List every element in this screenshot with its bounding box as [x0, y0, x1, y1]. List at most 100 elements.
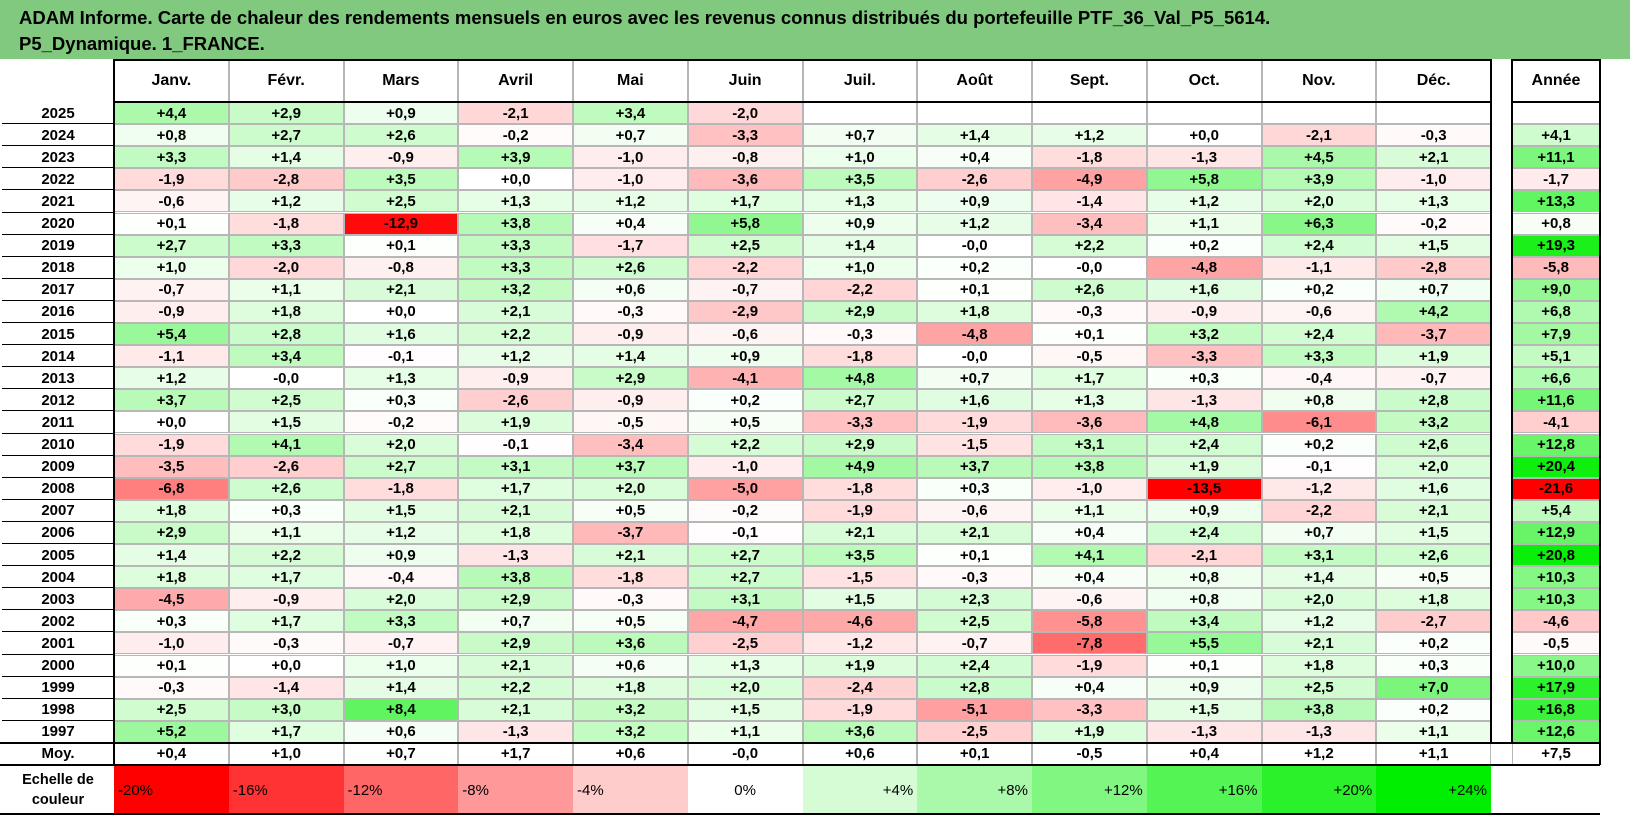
heatmap-cell: +2,7 [343, 455, 459, 478]
heatmap-cell [1376, 102, 1491, 125]
heatmap-cell: +0,5 [573, 610, 688, 633]
heatmap-cell: +1,7 [228, 566, 344, 589]
row-separator [2, 719, 114, 721]
row-separator [2, 697, 114, 699]
heatmap-cell: +0,1 [1032, 323, 1147, 346]
heatmap-cell: +4,5 [1261, 146, 1377, 169]
heatmap-cell: -1,9 [1032, 654, 1147, 677]
row-separator [2, 498, 114, 500]
heatmap-cell: +0,0 [228, 654, 344, 677]
heatmap-cell: +3,2 [573, 720, 688, 743]
heatmap-cell: +3,9 [1261, 168, 1377, 191]
heatmap-cell: -12,9 [343, 212, 459, 235]
heatmap-cell: -1,0 [573, 168, 688, 191]
heatmap-cell: +2,0 [343, 433, 459, 456]
heatmap-cell: +2,2 [687, 433, 803, 456]
heatmap-cell: +2,4 [1146, 521, 1262, 544]
legend-swatch: -16% [228, 765, 344, 815]
heatmap-cell: +2,7 [114, 234, 229, 257]
heatmap-cell: +1,4 [228, 146, 344, 169]
row-separator [2, 366, 114, 368]
heatmap-cell: -1,2 [802, 632, 918, 655]
annual-cell: +20,4 [1512, 455, 1600, 478]
heatmap-cell: +2,1 [573, 544, 688, 567]
heatmap-cell: +4,1 [228, 433, 344, 456]
heatmap-cell: +1,9 [1376, 345, 1491, 368]
heatmap-cell: +1,2 [917, 212, 1032, 235]
heatmap-cell: +2,4 [917, 654, 1032, 677]
heatmap-cell: +1,8 [917, 300, 1032, 323]
row-separator [2, 587, 114, 589]
average-top-line [0, 741, 1600, 744]
heatmap-cell: -3,4 [1032, 212, 1147, 235]
heatmap-cell: +1,8 [114, 499, 229, 522]
heatmap-cell: +2,1 [917, 521, 1032, 544]
heatmap-cell: +0,2 [1261, 433, 1377, 456]
heatmap-cell: +3,1 [458, 455, 573, 478]
heatmap-cell: +3,8 [458, 566, 573, 589]
report-title: ADAM Informe. Carte de chaleur des rende… [0, 0, 1630, 59]
heatmap-cell: -0,2 [687, 499, 803, 522]
row-year-label: 2006 [2, 521, 114, 544]
heatmap-cell: +1,5 [1376, 521, 1491, 544]
heatmap-cell: +2,2 [458, 323, 573, 346]
annual-cell: +4,1 [1512, 124, 1600, 147]
heatmap-cell: +0,1 [1146, 654, 1262, 677]
heatmap-cell: +3,3 [343, 610, 459, 633]
heatmap-cell: -2,6 [458, 389, 573, 412]
heatmap-cell: -2,9 [687, 300, 803, 323]
heatmap-cell: +0,1 [114, 654, 229, 677]
heatmap-cell: +0,4 [917, 146, 1032, 169]
heatmap-cell: +1,4 [573, 345, 688, 368]
heatmap-cell: +0,8 [1146, 588, 1262, 611]
average-cell: +1,0 [228, 742, 344, 765]
heatmap-cell: +1,7 [228, 720, 344, 743]
heatmap-cell: -1,4 [228, 676, 344, 699]
row-year-label: 2008 [2, 477, 114, 500]
heatmap-cell: +1,2 [228, 190, 344, 213]
heatmap-cell: +4,4 [114, 102, 229, 125]
heatmap-cell: -3,3 [1146, 345, 1262, 368]
heatmap-cell: -0,3 [917, 566, 1032, 589]
heatmap-cell: -2,6 [917, 168, 1032, 191]
heatmap-cell: -0,9 [458, 367, 573, 390]
heatmap-cell: +0,7 [573, 124, 688, 147]
heatmap-cell: +2,6 [228, 477, 344, 500]
heatmap-cell: -1,8 [573, 566, 688, 589]
heatmap-cell: -1,8 [802, 477, 918, 500]
heatmap-cell: +3,3 [114, 146, 229, 169]
heatmap-cell: -2,2 [802, 278, 918, 301]
heatmap-cell: +2,5 [917, 610, 1032, 633]
heatmap-cell: -3,7 [573, 521, 688, 544]
annual-cell: -21,6 [1512, 477, 1600, 500]
report-title-line-1: ADAM Informe. Carte de chaleur des rende… [19, 7, 1271, 28]
heatmap-cell: +1,0 [343, 654, 459, 677]
heatmap-cell: -0,3 [573, 300, 688, 323]
heatmap-cell: +3,4 [1146, 610, 1262, 633]
legend-swatch: -4% [573, 765, 688, 815]
heatmap-cell: +0,9 [343, 102, 459, 125]
heatmap-cell: -0,3 [114, 676, 229, 699]
row-separator [2, 410, 114, 412]
heatmap-cell: +2,5 [1261, 676, 1377, 699]
heatmap-cell: +2,6 [1032, 278, 1147, 301]
heatmap-cell: +0,9 [917, 190, 1032, 213]
row-year-label: 2005 [2, 544, 114, 567]
annual-cell: +13,3 [1512, 190, 1600, 213]
heatmap-cell: +1,4 [802, 234, 918, 257]
heatmap-cell: -0,1 [343, 345, 459, 368]
heatmap-cell: -2,2 [1261, 499, 1377, 522]
heatmap-cell: +5,4 [114, 323, 229, 346]
heatmap-cell: -0,4 [343, 566, 459, 589]
heatmap-cell: +1,2 [458, 345, 573, 368]
heatmap-cell: +0,3 [228, 499, 344, 522]
annual-cell: +10,0 [1512, 654, 1600, 677]
heatmap-cell: +0,9 [687, 345, 803, 368]
row-year-label: 2024 [2, 124, 114, 147]
column-header: Juil. [802, 60, 918, 102]
heatmap-cell: +1,2 [114, 367, 229, 390]
heatmap-cell: +1,5 [802, 588, 918, 611]
heatmap-cell: -0,6 [1261, 300, 1377, 323]
average-cell: -0,5 [1032, 742, 1147, 765]
average-cell: -0,0 [687, 742, 803, 765]
